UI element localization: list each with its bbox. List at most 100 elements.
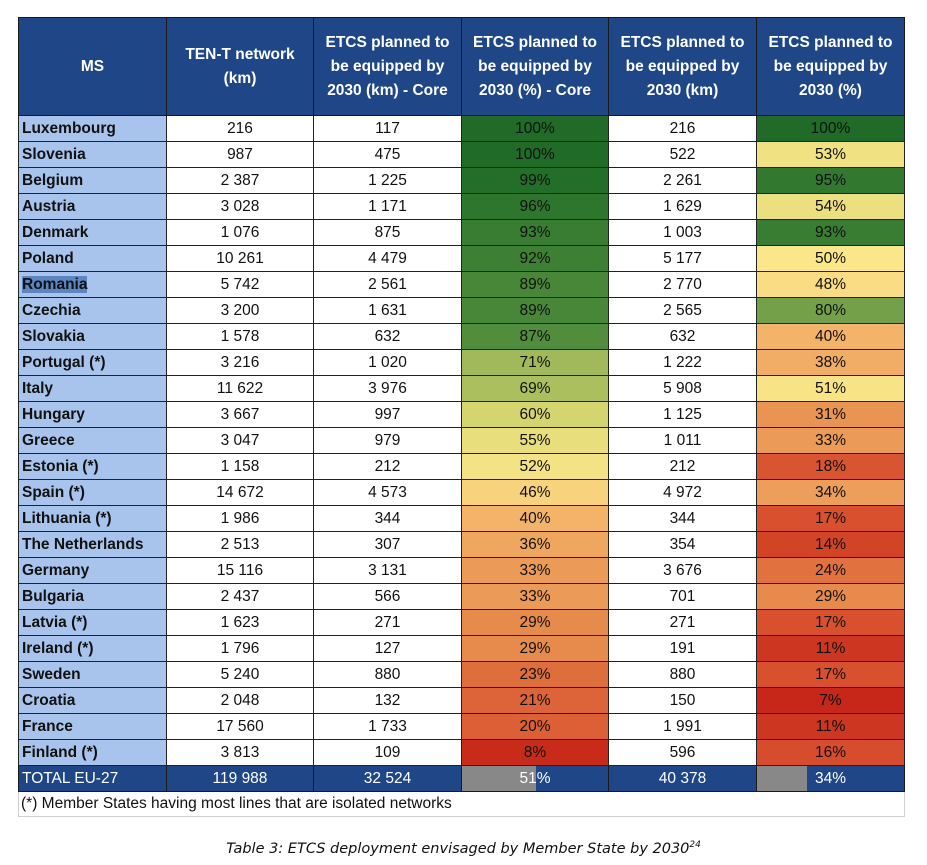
cell-core-pct: 60% [461,401,609,428]
table-row: Slovenia 987 475 100% 522 53% [18,141,905,168]
cell-tent-network: 3 667 [166,401,314,428]
total-total-pct-bar [757,766,807,791]
cell-total-pct: 18% [756,453,905,480]
cell-total-pct: 51% [756,375,905,402]
cell-core-km: 3 976 [313,375,462,402]
cell-core-km: 475 [313,141,462,168]
cell-total-pct: 48% [756,271,905,298]
cell-core-km: 979 [313,427,462,454]
cell-core-km: 566 [313,583,462,610]
cell-tent-network: 10 261 [166,245,314,272]
cell-core-km: 1 631 [313,297,462,324]
table-row: Lithuania (*) 1 986 344 40% 344 17% [18,505,905,532]
cell-core-pct: 40% [461,505,609,532]
cell-core-pct: 89% [461,297,609,324]
cell-total-km: 2 770 [608,271,757,298]
cell-core-pct: 8% [461,739,609,766]
cell-tent-network: 3 047 [166,427,314,454]
cell-tent-network: 1 076 [166,219,314,246]
cell-total-pct: 7% [756,687,905,714]
cell-core-pct: 87% [461,323,609,350]
cell-ms: Belgium [18,167,167,194]
cell-ms: Latvia (*) [18,609,167,636]
cell-total-pct: 29% [756,583,905,610]
cell-tent-network: 1 623 [166,609,314,636]
cell-total-pct: 16% [756,739,905,766]
cell-core-km: 875 [313,219,462,246]
cell-core-pct: 46% [461,479,609,506]
cell-total-km: 701 [608,583,757,610]
cell-core-km: 997 [313,401,462,428]
cell-core-pct: 93% [461,219,609,246]
cell-total-pct: 24% [756,557,905,584]
cell-core-km: 127 [313,635,462,662]
cell-ms: Poland [18,245,167,272]
cell-core-km: 1 020 [313,349,462,376]
cell-core-km: 632 [313,323,462,350]
cell-ms: Lithuania (*) [18,505,167,532]
cell-ms: Hungary [18,401,167,428]
cell-total-pct: 33% [756,427,905,454]
cell-core-km: 344 [313,505,462,532]
cell-tent-network: 17 560 [166,713,314,740]
cell-total-km: 880 [608,661,757,688]
cell-tent-network: 1 158 [166,453,314,480]
total-tent: 119 988 [166,765,314,792]
cell-total-pct: 100% [756,115,905,142]
cell-core-km: 4 479 [313,245,462,272]
cell-tent-network: 3 216 [166,349,314,376]
cell-core-pct: 20% [461,713,609,740]
header-ms: MS [18,17,167,116]
table-row: Hungary 3 667 997 60% 1 125 31% [18,401,905,428]
cell-total-km: 5 908 [608,375,757,402]
total-label: TOTAL EU-27 [18,765,167,792]
cell-total-pct: 38% [756,349,905,376]
caption-footnote-ref: 24 [689,840,701,850]
cell-ms: Slovakia [18,323,167,350]
footnote: (*) Member States having most lines that… [18,791,905,817]
cell-core-pct: 29% [461,609,609,636]
cell-total-pct: 53% [756,141,905,168]
total-total-km: 40 378 [608,765,757,792]
cell-ms: Germany [18,557,167,584]
cell-core-pct: 52% [461,453,609,480]
cell-core-km: 880 [313,661,462,688]
cell-total-km: 1 629 [608,193,757,220]
header-total-km: ETCS planned to be equipped by 2030 (km) [608,17,757,116]
cell-total-km: 5 177 [608,245,757,272]
total-core-pct: 51% [461,765,609,792]
cell-core-pct: 33% [461,557,609,584]
cell-tent-network: 3 200 [166,297,314,324]
cell-ms: France [18,713,167,740]
cell-tent-network: 216 [166,115,314,142]
cell-ms: Denmark [18,219,167,246]
cell-ms: Romania [18,271,167,298]
cell-ms: Finland (*) [18,739,167,766]
cell-core-km: 1 171 [313,193,462,220]
cell-core-pct: 92% [461,245,609,272]
table-row: Luxembourg 216 117 100% 216 100% [18,115,905,142]
cell-total-km: 191 [608,635,757,662]
cell-ms: Spain (*) [18,479,167,506]
cell-tent-network: 3 028 [166,193,314,220]
cell-tent-network: 2 437 [166,583,314,610]
cell-ms: Estonia (*) [18,453,167,480]
cell-ms: Ireland (*) [18,635,167,662]
cell-core-pct: 36% [461,531,609,558]
cell-total-km: 522 [608,141,757,168]
table-row: Germany 15 116 3 131 33% 3 676 24% [18,557,905,584]
cell-core-km: 4 573 [313,479,462,506]
cell-ms: Czechia [18,297,167,324]
table-row: Latvia (*) 1 623 271 29% 271 17% [18,609,905,636]
cell-total-pct: 95% [756,167,905,194]
total-row: TOTAL EU-27 119 988 32 524 51% 40 378 34… [18,765,905,792]
table-row: Romania 5 742 2 561 89% 2 770 48% [18,271,905,298]
cell-core-pct: 69% [461,375,609,402]
cell-tent-network: 14 672 [166,479,314,506]
cell-tent-network: 1 796 [166,635,314,662]
total-core-pct-label: 51% [519,769,551,787]
cell-tent-network: 11 622 [166,375,314,402]
header-total-pct: ETCS planned to be equipped by 2030 (%) [756,17,905,116]
cell-tent-network: 1 578 [166,323,314,350]
cell-core-pct: 29% [461,635,609,662]
